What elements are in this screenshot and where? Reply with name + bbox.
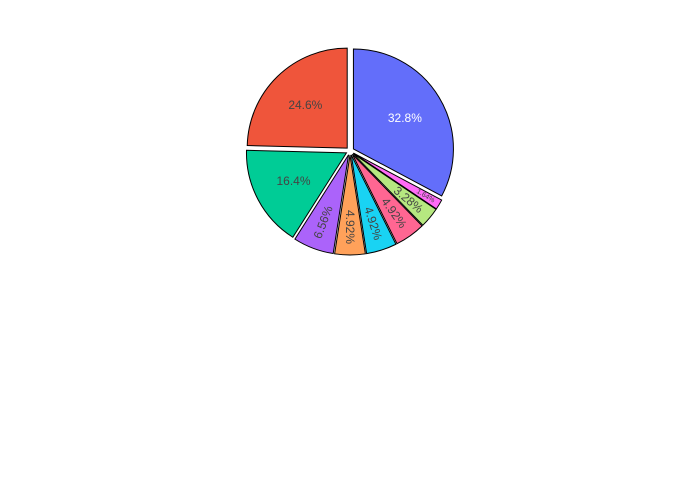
pie-slices: [245, 47, 454, 256]
pie-slice-8[interactable]: [245, 149, 348, 238]
pie-slice-1[interactable]: [352, 48, 454, 197]
pie-slice-label-6: 4.92%: [343, 210, 357, 244]
pie-slice-4[interactable]: [351, 153, 423, 245]
pie-slice-6[interactable]: [334, 154, 366, 256]
pie-slice-7[interactable]: [294, 154, 350, 255]
pie-slice-label-9: 24.6%: [288, 98, 322, 112]
pie-slice-3[interactable]: [352, 153, 437, 226]
pie-slice-label-8: 16.4%: [276, 174, 310, 188]
pie-slice-2[interactable]: [353, 152, 443, 210]
pie-slice-5[interactable]: [350, 154, 397, 255]
pie-slice-label-1: 32.8%: [388, 111, 422, 125]
pie-slice-9[interactable]: [246, 47, 348, 149]
